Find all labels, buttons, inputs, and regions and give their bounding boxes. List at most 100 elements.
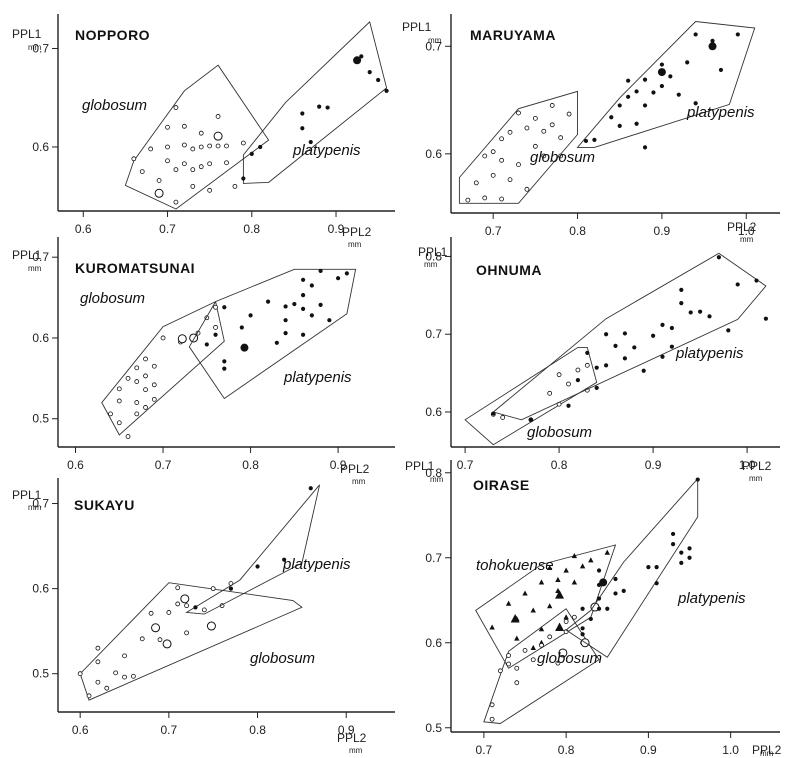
data-point <box>669 325 675 331</box>
data-point <box>626 78 631 83</box>
data-point <box>198 144 204 150</box>
data-point <box>482 153 488 159</box>
hull-platypenis <box>242 21 388 184</box>
series-platypenis <box>576 21 756 150</box>
data-point <box>175 601 181 607</box>
data-point <box>173 105 179 110</box>
data-point <box>139 169 145 175</box>
data-point <box>604 549 610 555</box>
series-globosum <box>101 300 225 439</box>
data-point <box>224 160 229 166</box>
data-point <box>594 385 599 390</box>
data-point <box>566 111 572 117</box>
panel-nopporo: 0.6 0.7 0.8 0.90.60.7PPL1mmPPL2mmNOPPOROglo… <box>12 14 395 249</box>
data-point <box>177 334 187 344</box>
data-point <box>651 90 656 95</box>
x-tick-label: 0.7 <box>155 458 172 472</box>
data-point <box>754 278 759 283</box>
hull-platypenis <box>185 484 321 615</box>
data-point <box>122 653 127 659</box>
data-point <box>108 411 113 417</box>
data-point <box>134 411 140 417</box>
hull-platypenis <box>565 477 699 658</box>
y-tick-label: 0.6 <box>425 636 442 650</box>
hull-platypenis <box>576 21 756 148</box>
y-axis-unit: mm <box>430 475 444 484</box>
data-point <box>541 153 547 159</box>
data-point <box>646 565 651 570</box>
x-tick-label: 0.8 <box>569 224 586 238</box>
data-point <box>308 139 313 145</box>
series-label: globosum <box>537 650 602 667</box>
y-axis-unit: mm <box>28 43 42 52</box>
data-point <box>213 304 218 310</box>
data-point <box>547 564 553 571</box>
data-point <box>558 648 568 658</box>
data-point <box>726 328 731 333</box>
x-tick-label: 1.0 <box>722 743 739 757</box>
x-axis-unit: mm <box>349 746 363 755</box>
data-point <box>670 531 676 537</box>
data-point <box>563 567 569 573</box>
data-point <box>687 555 692 560</box>
hull-globosum <box>79 582 303 701</box>
data-point <box>522 590 528 596</box>
data-point <box>558 153 564 159</box>
data-point <box>707 314 712 319</box>
data-point <box>181 123 187 129</box>
x-tick-label: 0.6 <box>72 723 89 737</box>
data-point <box>151 363 157 369</box>
data-point <box>300 277 306 282</box>
data-point <box>693 32 698 37</box>
data-point <box>134 400 140 405</box>
data-point <box>384 88 389 93</box>
data-point <box>274 340 279 345</box>
y-axis-label: PPL1 <box>418 245 448 259</box>
data-point <box>125 375 131 381</box>
panel-title: OHNUMA <box>476 262 542 278</box>
data-point <box>207 161 213 167</box>
data-point <box>685 60 690 65</box>
hull-globosum <box>101 300 225 436</box>
data-point <box>156 178 162 183</box>
data-point <box>265 299 271 304</box>
panel-kuromatsunai: 0.6 0.7 0.8 0.90.50.60.7PPL1mmPPL2mmKUROMAT… <box>12 237 395 486</box>
data-point <box>641 368 646 373</box>
series-label: globosum <box>80 290 145 307</box>
x-axis-unit: mm <box>348 240 362 249</box>
series-platypenis <box>185 484 321 615</box>
x-tick-label: 0.9 <box>640 743 657 757</box>
data-point <box>710 38 715 43</box>
data-point <box>622 331 628 336</box>
data-point <box>104 685 110 691</box>
panel-title: KUROMATSUNAI <box>75 260 195 276</box>
data-point <box>131 156 137 162</box>
data-point <box>283 318 288 323</box>
series-platypenis <box>565 477 700 658</box>
data-point <box>283 331 288 336</box>
data-point <box>125 434 131 439</box>
series-platypenis <box>491 252 769 422</box>
series-platypenis <box>241 21 389 184</box>
y-tick-label: 0.7 <box>425 39 442 53</box>
x-tick-label: 1.0 <box>738 224 755 238</box>
data-point <box>491 411 496 416</box>
data-point <box>198 164 204 170</box>
data-point <box>162 639 172 649</box>
data-point <box>668 74 673 79</box>
data-point <box>166 610 172 615</box>
data-point <box>190 183 196 189</box>
data-point <box>222 359 227 364</box>
data-point <box>222 366 227 371</box>
data-point <box>555 576 561 582</box>
data-point <box>255 564 260 569</box>
x-tick-label: 0.7 <box>457 458 474 472</box>
y-tick-label: 0.7 <box>425 551 442 565</box>
data-point <box>532 115 538 121</box>
data-point <box>344 271 349 276</box>
panel-title: MARUYAMA <box>470 27 556 43</box>
x-tick-label: 0.8 <box>243 222 260 236</box>
data-point <box>626 94 631 99</box>
data-point <box>604 332 609 337</box>
